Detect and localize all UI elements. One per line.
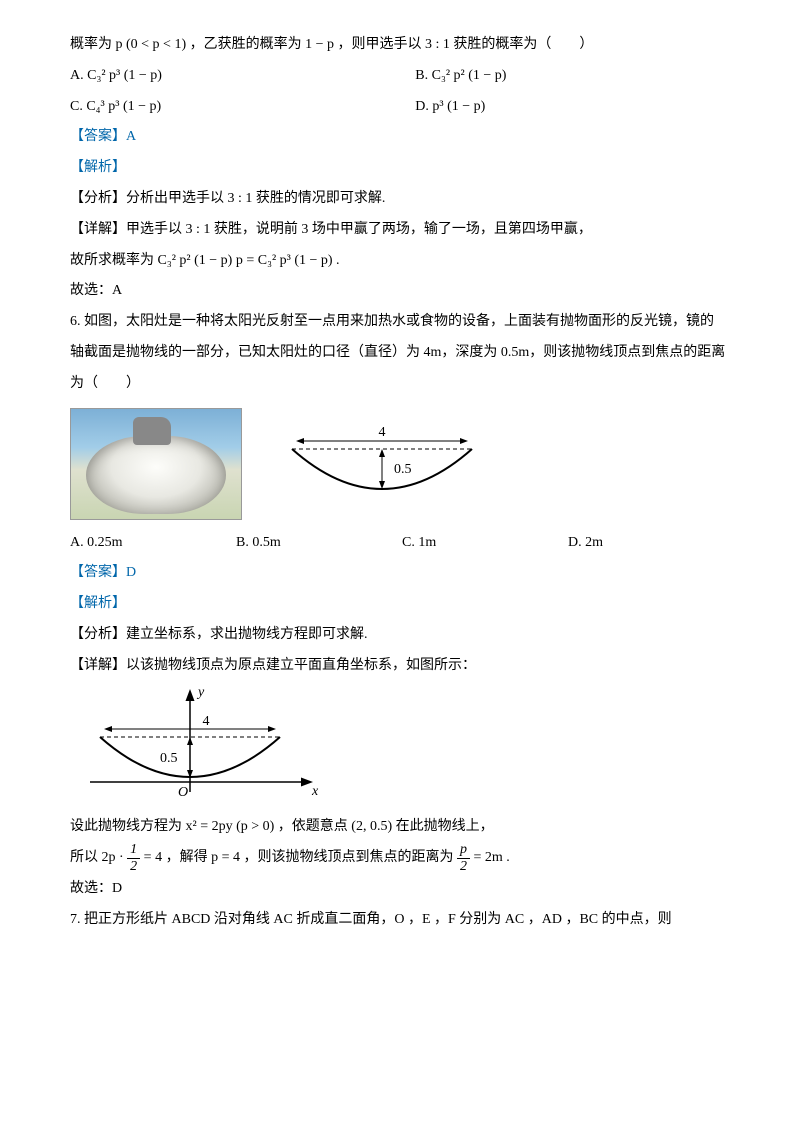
q5-jiexi-label: 【解析】 <box>70 153 734 184</box>
kettle-icon <box>133 417 171 445</box>
q7-stem: 7. 把正方形纸片 ABCD 沿对角线 AC 折成直二面角，O ，E ，F 分别… <box>70 905 734 936</box>
q6-coord-diagram: 4 0.5 x y O <box>80 682 330 812</box>
q5-optA: A. C₃² p³ (1 − p) <box>70 61 415 92</box>
fig2-y-label: y <box>196 685 205 700</box>
q6-stem1: 6. 如图，太阳灶是一种将太阳光反射至一点用来加热水或食物的设备，上面装有抛物面… <box>70 307 734 338</box>
q5-optD: D. p³ (1 − p) <box>415 92 734 123</box>
q6-eq2c: = 2m . <box>473 850 509 865</box>
fig1-depth-label: 0.5 <box>394 462 412 477</box>
q6-parabola-diagram: 4 0.5 <box>272 419 492 509</box>
q6-stem2: 轴截面是抛物线的一部分，已知太阳灶的口径（直径）为 4m，深度为 0.5m，则该… <box>70 338 734 369</box>
fig2-x-label: x <box>311 784 319 799</box>
fig2-O-label: O <box>178 785 188 800</box>
q5-options-row1: A. C₃² p³ (1 − p) B. C₃² p² (1 − p) <box>70 61 734 92</box>
q6-xiangjie: 【详解】以该抛物线顶点为原点建立平面直角坐标系，如图所示： <box>70 651 734 682</box>
q6-eq1: 设此抛物线方程为 x² = 2py (p > 0) ，依题意点 (2, 0.5)… <box>70 812 734 843</box>
q6-choose: 故选：D <box>70 874 734 905</box>
q5-prob: 故所求概率为 C₃² p² (1 − p) p = C₃² p³ (1 − p)… <box>70 246 734 277</box>
q5-fenxi: 【分析】分析出甲选手以 3 : 1 获胜的情况即可求解. <box>70 184 734 215</box>
q5-choose: 故选：A <box>70 276 734 307</box>
q6-eq2a: 所以 2p · <box>70 850 127 865</box>
q5-optB: B. C₃² p² (1 − p) <box>415 61 734 92</box>
q5-optC: C. C₄³ p³ (1 − p) <box>70 92 415 123</box>
fraction-p-2: p 2 <box>457 842 470 874</box>
q6-optB: B. 0.5m <box>236 528 402 559</box>
q6-fenxi: 【分析】建立坐标系，求出抛物线方程即可求解. <box>70 620 734 651</box>
q6-stem3: 为（ ） <box>70 369 734 400</box>
q5-answer: 【答案】A <box>70 122 734 153</box>
q6-figure-row: 4 0.5 <box>70 408 734 520</box>
q6-options: A. 0.25m B. 0.5m C. 1m D. 2m <box>70 528 734 559</box>
fraction-1-2-a: 1 2 <box>127 842 140 874</box>
q6-optD: D. 2m <box>568 528 734 559</box>
q6-jiexi-label: 【解析】 <box>70 589 734 620</box>
q5-xiangjie: 【详解】甲选手以 3 : 1 获胜，说明前 3 场中甲赢了两场，输了一场，且第四… <box>70 215 734 246</box>
fig2-width-label: 4 <box>203 714 210 729</box>
q6-eq2: 所以 2p · 1 2 = 4 ，解得 p = 4 ，则该抛物线顶点到焦点的距离… <box>70 842 734 874</box>
q6-eq2b: = 4 ，解得 p = 4 ，则该抛物线顶点到焦点的距离为 <box>144 850 457 865</box>
q6-photo <box>70 408 242 520</box>
q6-optA: A. 0.25m <box>70 528 236 559</box>
fig2-depth-label: 0.5 <box>160 751 178 766</box>
q6-answer: 【答案】D <box>70 558 734 589</box>
fig1-width-label: 4 <box>379 425 386 440</box>
dish-icon <box>86 436 226 514</box>
q6-optC: C. 1m <box>402 528 568 559</box>
q5-intro: 概率为 p (0 < p < 1) ，乙获胜的概率为 1 − p ，则甲选手以 … <box>70 30 734 61</box>
q5-options-row2: C. C₄³ p³ (1 − p) D. p³ (1 − p) <box>70 92 734 123</box>
